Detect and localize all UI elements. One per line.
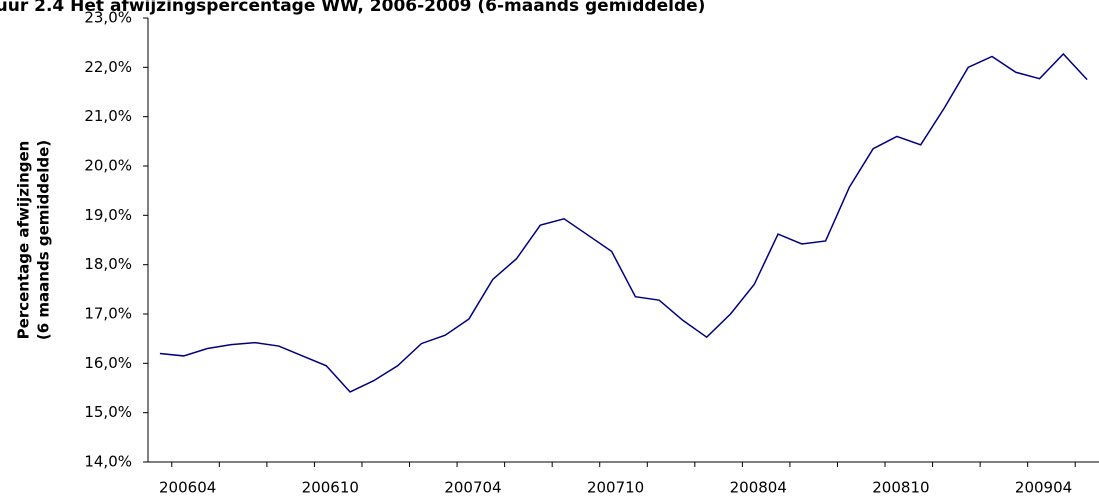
x-tick-label: 200904 [1015,479,1072,497]
chart-title: Figuur 2.4 Het afwijzingspercentage WW, … [0,0,705,16]
y-tick-label: 23,0% [84,9,132,27]
y-tick-label: 22,0% [84,58,132,76]
y-tick-label: 20,0% [84,157,132,175]
x-tick-label: 200604 [159,479,216,497]
y-tick-label: 14,0% [84,453,132,471]
y-tick-label: 18,0% [84,255,132,273]
y-axis-label: (6 maands gemiddelde) [35,140,53,340]
y-axis-label: Percentage afwijzingen [15,141,33,340]
x-tick-label: 200710 [587,479,644,497]
y-tick-label: 16,0% [84,354,132,372]
x-tick-label: 200704 [444,479,501,497]
y-tick-label: 17,0% [84,305,132,323]
x-tick-label: 200810 [872,479,929,497]
y-tick-label: 21,0% [84,107,132,125]
y-tick-label: 19,0% [84,206,132,224]
x-tick-label: 200610 [302,479,359,497]
x-tick-label: 200804 [730,479,787,497]
y-tick-label: 15,0% [84,403,132,421]
line-series [159,52,1088,393]
